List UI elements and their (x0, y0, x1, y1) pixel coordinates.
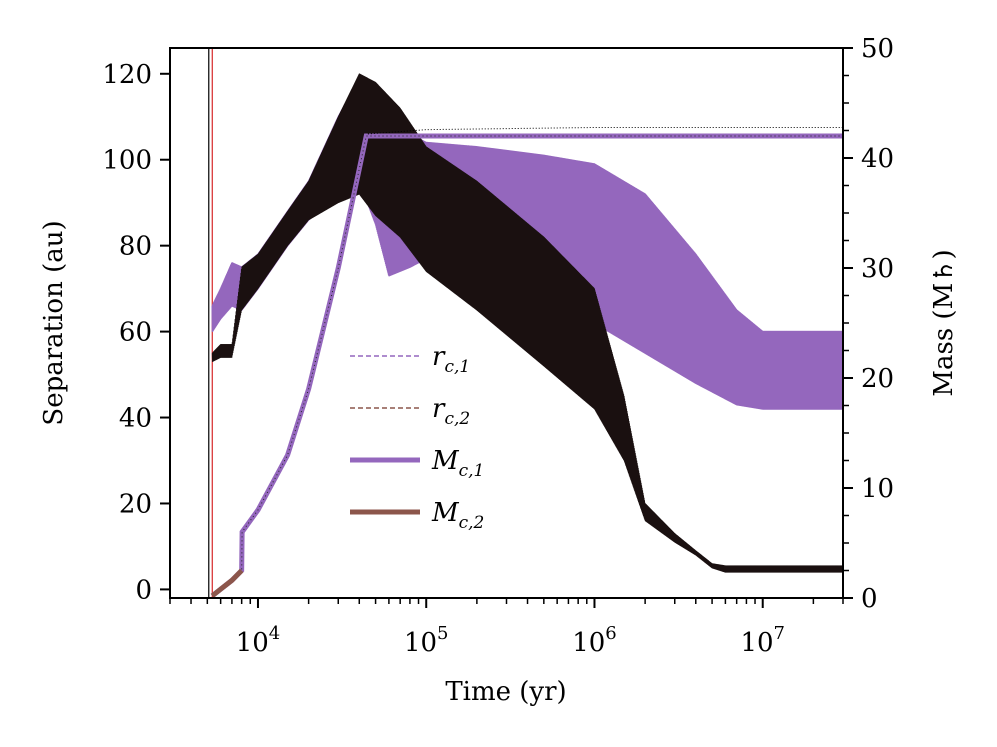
y-tick-label: 80 (119, 232, 152, 262)
y-tick-label: 60 (119, 318, 152, 348)
y-tick-label: 40 (119, 404, 152, 434)
y2-axis-title: Mass (M♄) (929, 249, 959, 396)
x-tick-label: 107 (740, 623, 785, 658)
legend-label-1: rc,1 (432, 342, 470, 377)
legend-label-2: rc,2 (432, 394, 470, 429)
y2-tick-label: 10 (861, 474, 894, 504)
legend-label-3: Mc,1 (431, 446, 484, 481)
y2-tick-label: 20 (861, 364, 894, 394)
series-bands (211, 73, 843, 573)
series-r-c2-band (211, 73, 843, 573)
y-tick-label: 20 (119, 489, 152, 519)
plot-area (208, 48, 843, 598)
y2-tick-label: 30 (861, 254, 894, 284)
series-line-3 (367, 126, 843, 135)
x-tick-label: 104 (236, 623, 281, 658)
x-tick-label: 106 (572, 623, 617, 658)
y2-tick-label: 0 (861, 584, 878, 614)
y-axis-ticks: 0 20 40 60 80 100 120 (102, 60, 170, 605)
legend-label-4: Mc,2 (431, 498, 484, 533)
series-lines (210, 126, 843, 598)
series-line-overlay (211, 135, 843, 597)
x-tick-label: 105 (404, 623, 449, 658)
y-tick-label: 0 (135, 575, 152, 605)
y-tick-label: 120 (102, 60, 152, 90)
x-axis-title: Time (yr) (445, 677, 566, 707)
y-tick-label: 100 (102, 146, 152, 176)
y2-tick-label: 50 (861, 34, 894, 64)
legend: rc,1 rc,2 Mc,1 Mc,2 (350, 342, 484, 533)
y2-tick-label: 40 (861, 144, 894, 174)
x-axis-ticks: 104 105 106 107 (169, 598, 844, 658)
y2-axis-ticks: 0 10 20 30 40 50 (843, 34, 894, 614)
y-axis-title: Separation (au) (39, 220, 69, 425)
series-line-2 (210, 568, 244, 598)
